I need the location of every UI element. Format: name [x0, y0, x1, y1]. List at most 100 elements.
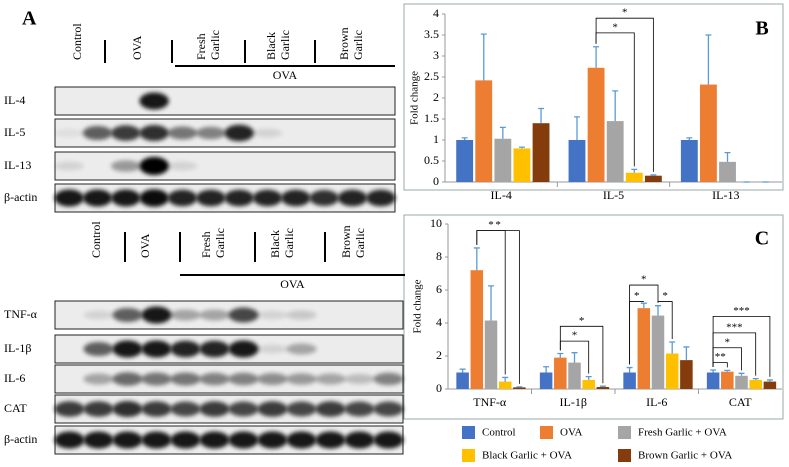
- blot-band: [170, 401, 201, 417]
- y-tick-label: 6: [436, 282, 442, 296]
- legend-label: OVA: [560, 427, 582, 439]
- blot-band: [257, 310, 288, 320]
- blot-band: [344, 431, 375, 449]
- y-tick-label: 0: [433, 174, 439, 188]
- blot-band: [167, 126, 198, 140]
- blot-band: [257, 344, 288, 354]
- blot-band: [224, 124, 254, 142]
- blot-band: [141, 431, 172, 449]
- blot-band: [286, 310, 317, 320]
- blot-band: [257, 431, 288, 449]
- bar: [582, 379, 595, 389]
- blot-band: [54, 189, 84, 207]
- lane-label: Control: [70, 23, 84, 60]
- lane-label: Black: [268, 230, 282, 258]
- significance-label: ***: [726, 321, 743, 333]
- y-tick-label: 10: [430, 216, 442, 230]
- blot-band: [199, 340, 230, 358]
- error-bar: [499, 126, 506, 139]
- bar: [475, 80, 493, 182]
- blot-band: [315, 373, 346, 385]
- row-label: IL-5: [4, 125, 25, 139]
- significance-bracket: [559, 325, 604, 384]
- blot-band: [199, 401, 230, 417]
- lane-label: Black: [264, 32, 278, 60]
- y-tick-label: 4: [436, 315, 442, 329]
- error-bar: [650, 174, 657, 176]
- blot-band: [228, 372, 259, 386]
- lane-label: OVA: [138, 233, 152, 258]
- blot-band: [309, 190, 339, 206]
- group-label: OVA: [273, 68, 298, 82]
- significance-label: **: [715, 351, 726, 363]
- lane-label: OVA: [130, 35, 144, 60]
- legend-swatch: [618, 449, 631, 462]
- blot-band: [54, 161, 84, 171]
- blot-band: [141, 372, 172, 386]
- y-tick-label: 3: [433, 48, 439, 62]
- bar: [644, 175, 662, 182]
- blot-band: [344, 374, 375, 384]
- blot-band: [170, 340, 201, 358]
- blot-band: [83, 342, 114, 356]
- y-axis-label: Fold change: [412, 279, 424, 333]
- bar: [721, 371, 734, 389]
- row-label: CAT: [4, 401, 27, 415]
- row-label: IL-1β: [4, 341, 31, 355]
- y-tick-label: 1.5: [424, 111, 439, 125]
- bar: [513, 148, 531, 182]
- y-tick-label: 0: [436, 381, 442, 395]
- bar: [651, 315, 665, 389]
- panel-frame: [403, 214, 784, 420]
- blot-band: [83, 373, 114, 385]
- error-bar: [473, 247, 480, 271]
- bar: [568, 362, 581, 389]
- panel-label: C: [755, 228, 769, 250]
- lane-label: Brown: [337, 27, 351, 60]
- significance-label: *: [572, 330, 578, 342]
- error-bar: [686, 137, 693, 140]
- bar: [735, 375, 748, 389]
- row-label: IL-13: [4, 158, 31, 172]
- blot-band: [196, 189, 226, 207]
- error-bar: [640, 302, 647, 309]
- panel-frame: [403, 3, 784, 191]
- blot-band: [373, 431, 404, 449]
- legend-label: Fresh Garlic + OVA: [638, 427, 727, 439]
- significance-bracket: [559, 340, 590, 374]
- blot-band: [170, 431, 201, 449]
- row-label: IL-6: [4, 371, 25, 385]
- lane-label: Garlic: [213, 228, 227, 258]
- blot-band: [170, 372, 201, 386]
- error-bar: [724, 151, 731, 162]
- bar: [596, 387, 610, 389]
- significance-label: *: [579, 315, 585, 327]
- error-bar: [612, 90, 619, 122]
- blot-band: [196, 126, 226, 140]
- bar: [606, 121, 624, 182]
- row-label: β-actin: [4, 432, 37, 446]
- blot-strip: [54, 86, 396, 116]
- blot-band: [139, 125, 169, 141]
- error-bar: [557, 352, 564, 358]
- blot-band: [373, 401, 404, 417]
- blot-band: [54, 401, 85, 417]
- bar: [637, 308, 651, 389]
- panel-label: A: [22, 8, 37, 30]
- lane-label: Fresh: [194, 33, 208, 60]
- blot-band: [228, 307, 259, 323]
- lane-label: Garlic: [282, 228, 296, 258]
- blot-band: [257, 401, 288, 417]
- bar: [470, 270, 484, 389]
- error-bar: [461, 137, 468, 140]
- significance-label: *: [725, 336, 731, 348]
- bar: [719, 161, 736, 182]
- error-bar: [480, 33, 487, 81]
- x-tick-label: CAT: [729, 395, 752, 409]
- bar: [456, 372, 469, 389]
- blot-band: [112, 308, 143, 322]
- significance-label: ***: [733, 305, 750, 317]
- blot-band: [286, 401, 317, 417]
- significance-label: *: [495, 219, 501, 231]
- lane-label: Garlic: [353, 228, 367, 258]
